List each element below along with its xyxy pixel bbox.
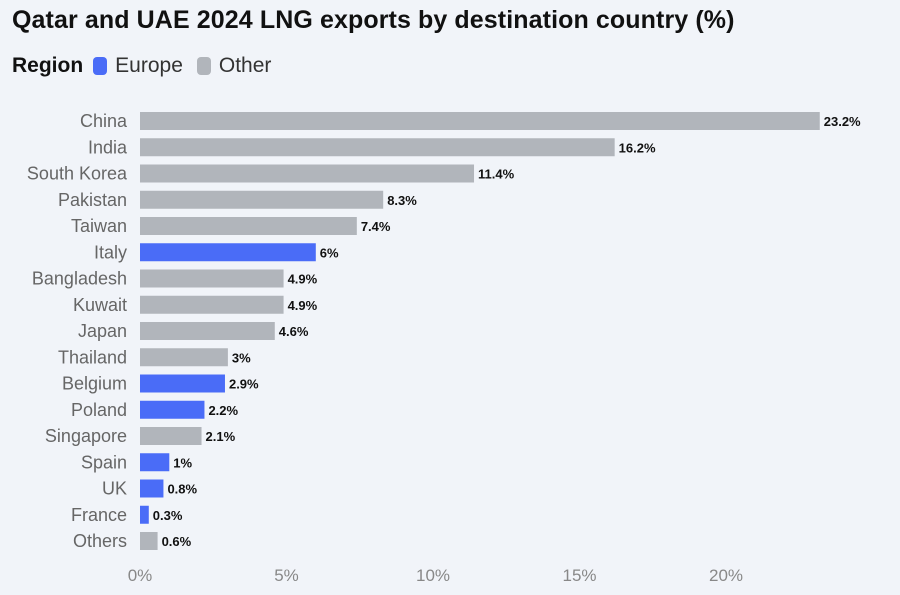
bar-others: [140, 532, 158, 550]
bar-kuwait: [140, 295, 284, 314]
bar-thailand: [140, 348, 228, 367]
category-label-poland: Poland: [71, 400, 127, 420]
bar-belgium: [140, 374, 225, 393]
legend: Region Europe Other: [12, 54, 285, 78]
value-label-singapore: 2.1%: [206, 429, 236, 444]
value-label-italy: 6%: [320, 245, 339, 260]
x-tick-label-20: 20%: [709, 566, 743, 585]
legend-label-other: Other: [218, 54, 272, 77]
category-label-spain: Spain: [81, 452, 127, 472]
category-label-japan: Japan: [78, 321, 127, 341]
value-label-spain: 1%: [173, 455, 192, 470]
x-tick-label-15: 15%: [562, 566, 596, 585]
bar-india: [140, 138, 615, 157]
category-label-uk: UK: [102, 479, 127, 499]
category-label-china: China: [80, 111, 128, 131]
value-label-japan: 4.6%: [279, 324, 309, 339]
category-label-belgium: Belgium: [62, 374, 127, 394]
category-label-thailand: Thailand: [58, 347, 127, 367]
chart-title: Qatar and UAE 2024 LNG exports by destin…: [12, 6, 735, 34]
bar-pakistan: [140, 190, 384, 209]
bar-italy: [140, 243, 316, 262]
category-label-france: France: [71, 505, 127, 525]
bar-france: [140, 505, 149, 524]
value-label-poland: 2.2%: [208, 403, 238, 418]
value-label-uk: 0.8%: [167, 482, 197, 497]
value-label-france: 0.3%: [153, 508, 183, 523]
legend-item-europe: Europe: [93, 54, 183, 78]
legend-item-other: Other: [196, 54, 272, 78]
legend-swatch-other: [196, 57, 211, 75]
category-label-others: Others: [73, 531, 127, 551]
category-label-taiwan: Taiwan: [71, 216, 127, 236]
category-label-india: India: [88, 137, 128, 157]
legend-title: Region: [12, 54, 84, 77]
bar-bangladesh: [140, 269, 284, 288]
value-label-kuwait: 4.9%: [288, 298, 318, 313]
bar-singapore: [140, 427, 202, 445]
value-label-pakistan: 8.3%: [387, 193, 417, 208]
bar-japan: [140, 322, 275, 340]
value-label-others: 0.6%: [162, 534, 192, 549]
x-tick-label-10: 10%: [416, 566, 450, 585]
value-label-south-korea: 11.4%: [478, 167, 515, 182]
category-label-italy: Italy: [94, 242, 127, 262]
x-tick-label-0: 0%: [128, 566, 153, 585]
category-label-south-korea: South Korea: [27, 164, 128, 184]
category-label-pakistan: Pakistan: [58, 190, 127, 210]
value-label-india: 16.2%: [619, 140, 656, 155]
bar-uk: [140, 479, 164, 498]
value-label-bangladesh: 4.9%: [288, 272, 318, 287]
bar-south-korea: [140, 164, 475, 183]
bar-spain: [140, 453, 170, 472]
bar-poland: [140, 400, 205, 419]
legend-swatch-europe: [93, 57, 108, 75]
bar-china: [140, 112, 820, 130]
value-label-taiwan: 7.4%: [361, 219, 391, 234]
category-label-kuwait: Kuwait: [73, 295, 127, 315]
legend-label-europe: Europe: [115, 54, 183, 77]
category-label-bangladesh: Bangladesh: [32, 269, 127, 289]
value-label-belgium: 2.9%: [229, 377, 259, 392]
category-label-singapore: Singapore: [45, 426, 127, 446]
value-label-china: 23.2%: [824, 114, 861, 129]
bar-taiwan: [140, 217, 357, 235]
value-label-thailand: 3%: [232, 350, 251, 365]
x-tick-label-5: 5%: [274, 566, 299, 585]
